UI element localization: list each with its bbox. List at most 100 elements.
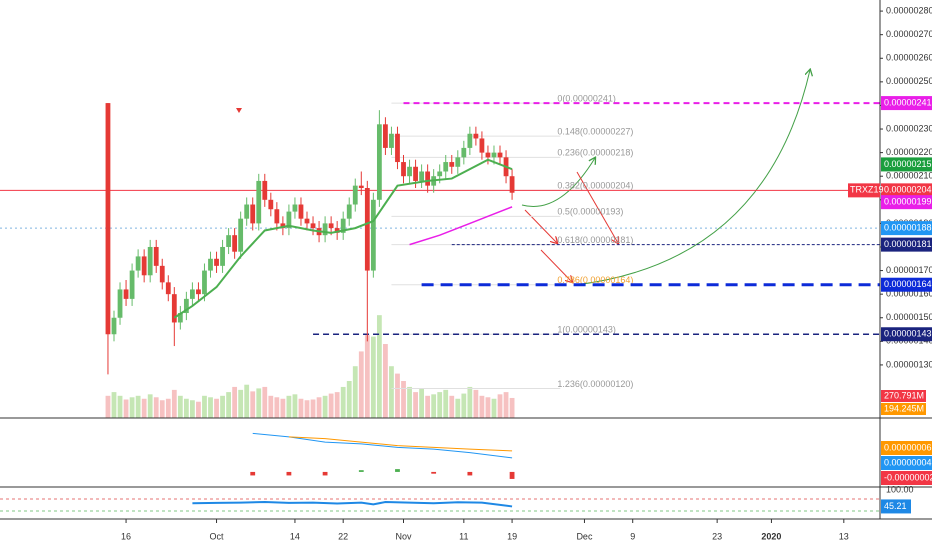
volume-bar: [190, 400, 195, 418]
candle-body: [473, 133, 479, 139]
volume-bar: [238, 389, 244, 418]
candle-body: [298, 204, 304, 219]
y-tick-label: 0.00000230: [886, 123, 932, 133]
volume-bar: [461, 393, 467, 418]
volume-bar: [165, 398, 171, 418]
volume-bar: [479, 395, 485, 418]
volume-bar: [123, 399, 129, 418]
macd-line: [252, 432, 513, 459]
volume-bar: [159, 400, 165, 418]
candle-body: [491, 152, 497, 158]
rsi-label-bg: [881, 499, 911, 514]
candle-body: [244, 204, 250, 219]
candle-body: [183, 298, 189, 314]
volume-bar: [370, 336, 376, 418]
candle-body: [147, 246, 153, 276]
price-label: 0.00000199: [884, 197, 932, 207]
price-label: 0.00000241: [884, 97, 932, 107]
projection-curve: [521, 158, 595, 207]
candle-body: [485, 152, 491, 158]
candle-body: [232, 235, 238, 252]
price-label: 0.00000204: [884, 185, 932, 195]
candle-body: [177, 313, 183, 323]
candle-body: [196, 289, 201, 295]
volume-bar: [455, 398, 461, 418]
y-tick-label: 0.00000280: [886, 5, 932, 15]
volume-bar: [316, 397, 322, 418]
macd-hist: [358, 470, 364, 472]
volume-bar: [443, 389, 449, 418]
candle-body: [401, 162, 406, 177]
rsi-label: 45.21: [884, 501, 907, 511]
candle-body: [190, 289, 195, 299]
ema-line: [173, 158, 513, 319]
volume-bar: [256, 388, 262, 418]
volume-bar: [141, 398, 147, 418]
x-tick-label: 2020: [761, 531, 781, 541]
x-tick-label: Dec: [576, 531, 593, 541]
y-tick-label: 0.00000270: [886, 29, 932, 39]
volume-bar: [117, 395, 123, 418]
volume-bar: [383, 344, 388, 418]
x-tick-label: 13: [839, 531, 849, 541]
fib-label: 0.786(0.00000164): [557, 275, 633, 285]
candle-body: [129, 270, 135, 299]
fib-label: 0.236(0.00000218): [557, 148, 633, 158]
volume-label: 194.245M: [884, 403, 924, 413]
volume-bar: [364, 335, 370, 418]
volume-bar: [407, 386, 412, 418]
volume-bar: [135, 395, 141, 418]
volume-bar: [509, 397, 515, 418]
volume-bar: [262, 386, 268, 418]
volume-bar: [171, 389, 177, 418]
candle-body: [256, 180, 262, 224]
fib-label: 0.5(0.00000193): [557, 207, 623, 217]
candle-body: [413, 166, 418, 181]
volume-bar: [425, 395, 431, 418]
volume-bar: [491, 398, 497, 418]
candle-body: [310, 223, 316, 229]
price-label-bg: [881, 183, 932, 198]
candle-body: [280, 223, 286, 229]
candle-body: [340, 218, 346, 233]
volume-bar: [177, 395, 183, 418]
x-tick-label: 16: [121, 531, 131, 541]
candle-body: [286, 211, 292, 229]
volume-bar: [497, 394, 503, 418]
candle-body: [202, 270, 207, 295]
volume-bar: [153, 397, 159, 418]
volume-bar: [129, 397, 135, 418]
candle-body: [497, 152, 503, 158]
volume-bar: [310, 399, 316, 418]
x-tick-label: 11: [459, 531, 468, 541]
y-tick-label: 0.00000250: [886, 76, 932, 86]
candle-body: [226, 235, 231, 247]
candle-body: [407, 166, 412, 177]
volume-bar: [352, 366, 358, 418]
macd-hist: [509, 471, 515, 479]
fib-label: 0.148(0.00000227): [557, 126, 633, 136]
candle-body: [419, 171, 425, 181]
macd-hist: [286, 471, 292, 476]
candle-body: [171, 294, 177, 323]
volume-bar: [431, 394, 437, 418]
candle-body: [328, 223, 334, 229]
candle-body: [389, 133, 394, 148]
candle-body: [461, 147, 467, 158]
candle-body: [479, 138, 485, 153]
volume-bar: [304, 400, 310, 418]
candle-body: [352, 185, 358, 205]
candle-body: [105, 103, 111, 335]
volume-bar: [147, 394, 153, 418]
volume-bar: [358, 351, 364, 418]
macd-label-bg: [881, 441, 932, 455]
price-label-bg: [881, 195, 932, 210]
candle-body: [292, 204, 298, 212]
volume-bar: [328, 393, 334, 418]
y-tick-label: 0.00000220: [886, 147, 932, 157]
rsi-tick-label: 100.00: [886, 484, 914, 494]
x-tick-label: 14: [290, 531, 300, 541]
candle-body: [111, 317, 117, 335]
volume-bar: [196, 401, 201, 418]
